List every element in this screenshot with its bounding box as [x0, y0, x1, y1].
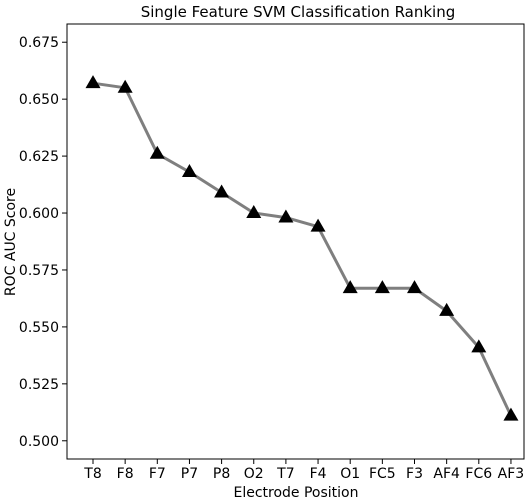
x-tick-label: P7 [181, 466, 198, 482]
y-tick-label: 0.600 [19, 206, 59, 222]
y-axis-label: ROC AUC Score [3, 188, 19, 296]
chart-title: Single Feature SVM Classification Rankin… [141, 3, 456, 21]
data-point-p8 [214, 184, 230, 198]
y-tick-label: 0.675 [19, 35, 59, 51]
data-point-f8 [117, 79, 133, 93]
x-tick-label: T8 [83, 466, 101, 482]
y-tick-label: 0.625 [19, 149, 59, 165]
x-axis-ticks: T8 F8 F7 P7 P8 O2 T7 F4 O1 FC5 F3 AF4 FC6 AF3 [83, 459, 524, 482]
data-point-t8 [85, 75, 101, 89]
y-tick-label: 0.650 [19, 92, 59, 108]
x-tick-label: AF3 [498, 466, 525, 482]
y-tick-label: 0.500 [19, 434, 59, 450]
x-axis-label: Electrode Position [233, 485, 358, 501]
data-point-p7 [181, 163, 197, 177]
data-point-o2 [246, 204, 262, 218]
x-tick-label: F7 [149, 466, 166, 482]
data-point-fc6 [471, 339, 487, 353]
x-tick-label: P8 [213, 466, 230, 482]
data-point-f3 [407, 280, 422, 294]
x-tick-label: AF4 [433, 466, 460, 482]
series-line [91, 81, 513, 418]
x-tick-label: O2 [244, 466, 264, 482]
x-tick-label: F8 [117, 466, 134, 482]
series-layer [85, 75, 519, 421]
data-point-af4 [439, 302, 455, 316]
x-tick-label: F4 [310, 466, 327, 482]
y-axis-ticks: 0.500 0.525 0.550 0.575 0.600 0.625 0.650 0.675 [19, 35, 67, 450]
x-tick-label: O1 [340, 466, 360, 482]
x-tick-label: FC5 [369, 466, 396, 482]
data-point-f4 [310, 218, 326, 232]
plot-area [66, 23, 525, 460]
y-tick-label: 0.525 [19, 377, 59, 393]
x-tick-label: FC6 [465, 466, 492, 482]
y-tick-label: 0.575 [19, 263, 59, 279]
data-point-o1 [342, 280, 358, 294]
x-tick-label: F3 [406, 466, 423, 482]
y-tick-label: 0.550 [19, 320, 59, 336]
data-point-fc5 [374, 280, 390, 294]
data-point-f7 [149, 145, 165, 159]
x-tick-label: T7 [276, 466, 294, 482]
data-point-af3 [503, 407, 519, 421]
data-point-t7 [278, 209, 294, 223]
